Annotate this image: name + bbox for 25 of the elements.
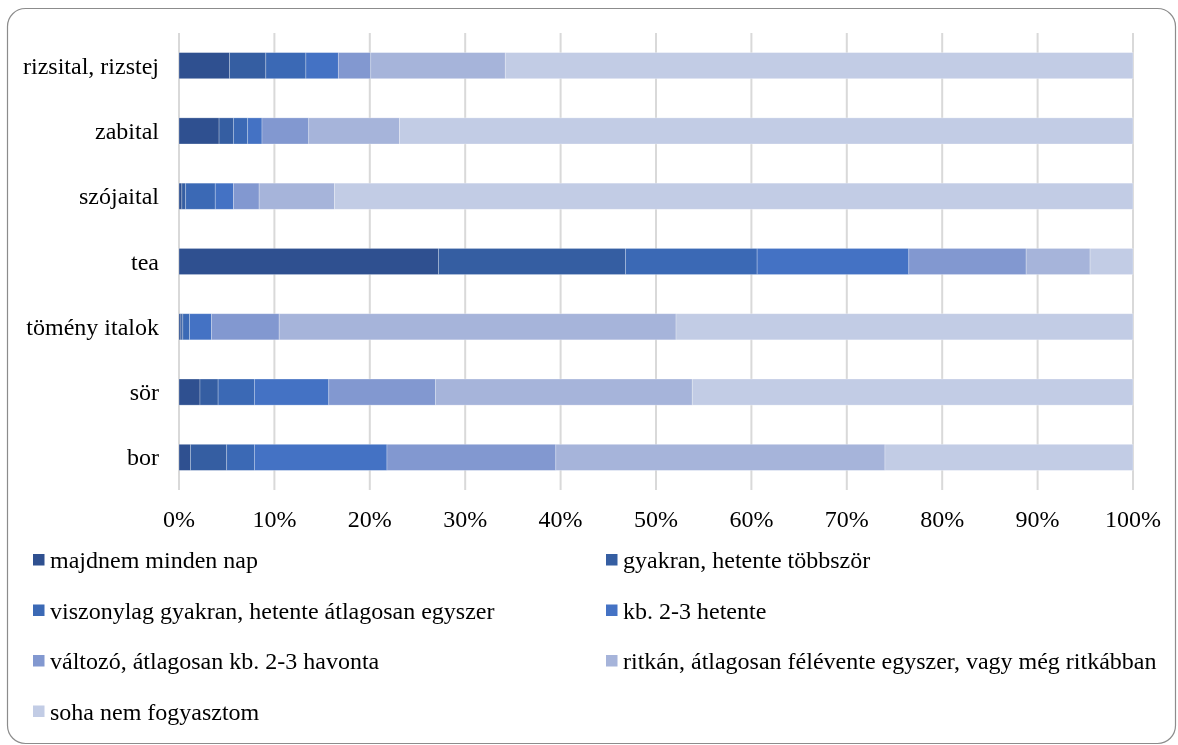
x-tick-label: 10%: [252, 506, 297, 532]
legend-label: majdnem minden nap: [50, 547, 258, 573]
y-tick-label: tömény italok: [26, 313, 159, 340]
x-tick-label: 80%: [920, 506, 965, 532]
y-tick-label: rizsital, rizstej: [23, 52, 159, 79]
x-tick-label: 70%: [824, 506, 869, 532]
legend-label: viszonylag gyakran, hetente átlagosan egyszer: [50, 597, 495, 624]
x-tick-label: 90%: [1015, 506, 1060, 532]
x-tick-label: 50%: [634, 506, 678, 532]
y-tick-label: zabital: [95, 117, 160, 144]
legend-label: soha nem fogyasztom: [50, 698, 260, 725]
x-tick-label: 20%: [347, 506, 392, 532]
x-tick-label: 30%: [443, 506, 488, 532]
legend-label: kb. 2-3 hetente: [623, 597, 767, 624]
y-tick-label: szójaital: [79, 183, 160, 210]
y-tick-label: bor: [127, 444, 159, 471]
y-tick-label: tea: [131, 248, 160, 275]
x-tick-label: 40%: [538, 506, 583, 532]
x-tick-label: 100%: [1105, 506, 1161, 532]
y-tick-label: sör: [129, 379, 159, 406]
x-tick-label: 0%: [163, 506, 195, 532]
legend-label: ritkán, átlagosan félévente egyszer, vagy még ritkábban: [623, 648, 1157, 674]
legend-label: változó, átlagosan kb. 2-3 havonta: [50, 648, 380, 674]
legend-label: gyakran, hetente többször: [623, 547, 871, 573]
x-tick-label: 60%: [729, 506, 774, 532]
